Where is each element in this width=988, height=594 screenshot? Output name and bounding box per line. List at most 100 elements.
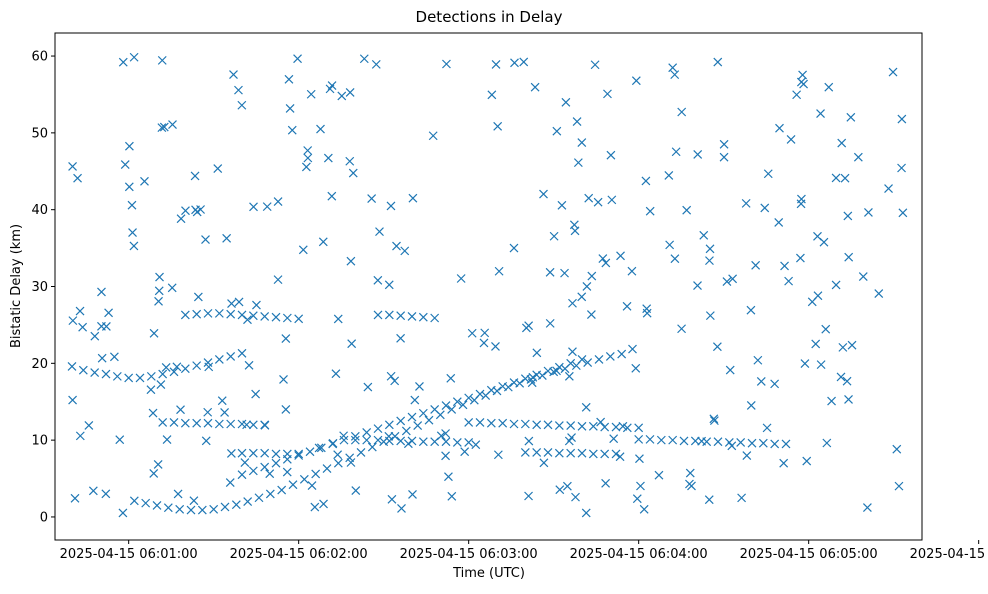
detection-point [158,369,168,379]
clutter-point [704,495,714,505]
x-tick-label: 2025-04-15 06:06:00 [910,547,988,562]
clutter-point [601,478,611,488]
detection-point [265,489,275,499]
detection-point [566,448,576,458]
detection-point [282,449,292,459]
detection-point [237,470,247,480]
clutter-point [897,114,907,124]
clutter-point [545,318,555,328]
detection-point [294,451,304,460]
detection-point [588,449,598,459]
clutter-point [75,306,85,316]
clutter-point [824,82,834,92]
clutter-point [858,272,868,282]
clutter-point [598,254,608,264]
detection-point [452,397,462,407]
clutter-point [88,486,98,496]
clutter-point [685,468,695,478]
detection-point [645,434,655,444]
clutter-point [196,205,206,214]
clutter-point [252,300,261,310]
clutter-point [456,274,466,283]
clutter-point [129,52,139,62]
clutter-point [90,331,100,341]
clutter-point [568,347,577,357]
detection-point [248,448,258,458]
clutter-point [363,382,373,392]
clutter-point [737,493,747,503]
detection-point [566,421,576,430]
marks-layer [67,52,908,518]
clutter-point [128,228,137,237]
clutter-point [181,206,190,216]
detection-point [401,426,411,436]
detection-point [566,358,576,368]
clutter-point [800,359,810,368]
clutter-point [161,363,171,372]
detection-point [180,310,190,320]
clutter-point [279,375,288,384]
clutter-point [654,470,664,480]
clutter-point [390,376,400,386]
clutter-point [167,283,177,293]
clutter-point [146,385,156,395]
clutter-point [753,355,763,365]
clutter-point [244,360,254,370]
clutter-point [323,153,333,163]
clutter-point [712,342,722,352]
detection-point [260,312,270,321]
detection-point [243,497,253,507]
detection-point [747,438,757,448]
clutter-point [549,231,559,241]
plot-frame [54,32,923,541]
clutter-point [68,395,78,405]
clutter-point [853,152,863,162]
clutter-point [157,55,167,65]
clutter-point [635,454,644,464]
clutter-point [682,205,692,215]
clutter-point [226,449,236,458]
clutter-point [569,220,579,230]
detection-point [611,449,621,459]
detection-point [152,501,162,510]
y-tick-label: 50 [31,126,48,141]
clutter-point [792,90,802,100]
clutter-point [155,272,164,282]
clutter-point [148,408,158,418]
clutter-point [837,138,847,148]
clutter-point [314,443,324,453]
clutter-point [345,88,355,97]
clutter-point [325,84,335,94]
clutter-point [722,277,732,286]
x-tick-label: 2025-04-15 06:03:00 [400,547,538,562]
detection-point [441,401,451,410]
clutter-point [822,438,832,448]
detection-point [656,435,666,445]
clutter-point [844,252,854,262]
clutter-point [415,382,424,391]
detection-point [554,448,564,458]
clutter-point [384,280,394,290]
clutter-point [677,324,686,334]
clutter-point [203,407,213,417]
clutter-point [742,451,752,460]
x-tick-label: 2025-04-15 06:01:00 [60,547,198,562]
detection-point [203,308,213,318]
clutter-point [898,208,908,218]
clutter-point [176,214,186,224]
clutter-point [668,63,678,73]
clutter-point [441,451,450,461]
clutter-point [101,489,111,499]
detection-point [362,435,372,445]
clutter-point [68,316,78,326]
clutter-point [127,200,137,210]
detection-point [713,437,723,447]
clutter-point [836,372,846,382]
detection-point [373,424,383,434]
clutter-point [303,153,313,163]
clutter-point [156,380,166,389]
clutter-point [539,458,549,468]
clutter-point [606,150,616,160]
clutter-point [172,362,182,372]
clutter-point [234,85,243,95]
